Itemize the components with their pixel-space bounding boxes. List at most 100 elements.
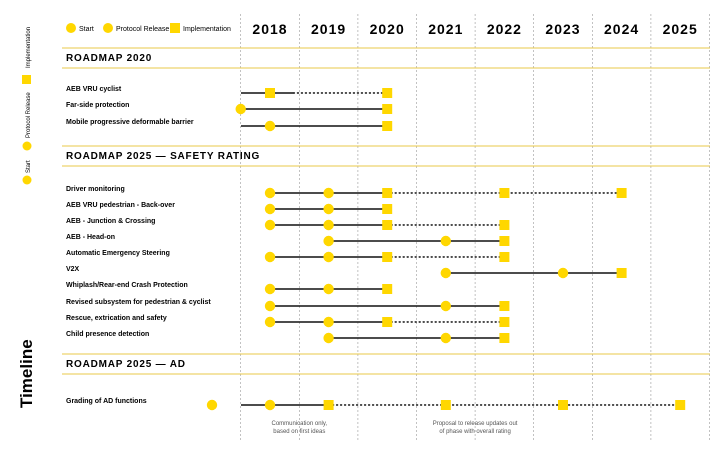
- implementation-marker: [616, 188, 627, 198]
- year-label-2024: 2024: [604, 21, 639, 37]
- implementation-marker: [616, 268, 627, 278]
- start-marker: [323, 187, 334, 199]
- start-marker: [557, 267, 569, 279]
- year-label-2019: 2019: [311, 21, 346, 37]
- start-marker: [235, 103, 246, 115]
- implementation-marker: [499, 236, 510, 246]
- start-marker: [264, 316, 276, 328]
- implementation-marker: [382, 121, 393, 131]
- row-label: AEB - Head-on: [66, 234, 115, 241]
- note-line: based on first ideas: [273, 429, 325, 435]
- start-marker: [323, 332, 334, 344]
- timeline-row: Driver monitoring: [66, 186, 627, 199]
- year-label-2018: 2018: [252, 21, 287, 37]
- row-label: Revised subsystem for pedestrian & cycli…: [66, 299, 211, 306]
- timeline-row: AEB VRU cyclist: [66, 86, 393, 98]
- timeline-row: Child presence detection: [66, 331, 510, 344]
- year-label-2025: 2025: [663, 21, 698, 37]
- section-1: ROADMAP 2020 AEB VRU cyclist Far-side prot…: [62, 47, 710, 132]
- year-labels: 2018 2019 2020 2021 2022 2023 2024 2025: [252, 21, 698, 37]
- row-label: Rescue, extrication and safety: [66, 315, 167, 322]
- legend-protocol-label: Protocol Release: [116, 26, 169, 33]
- note-line: Proposal to release updates out: [433, 421, 518, 427]
- implementation-marker: [499, 252, 510, 262]
- row-label: Driver monitoring: [66, 186, 125, 193]
- year-label-2022: 2022: [487, 21, 522, 37]
- implementation-marker: [382, 204, 393, 214]
- implementation-marker: [382, 188, 393, 198]
- legend-start-label: Start: [79, 26, 94, 33]
- implementation-marker: [265, 88, 275, 98]
- start-marker: [440, 267, 451, 279]
- implementation-marker: [440, 400, 451, 410]
- side-start-label: Start: [26, 160, 32, 173]
- start-marker: [264, 283, 276, 295]
- row-label: AEB VRU pedestrian - Back-over: [66, 202, 175, 209]
- row-label: Mobile progressive deformable barrier: [66, 119, 194, 126]
- timeline-row: Grading of AD functions: [66, 398, 686, 411]
- row-label: Whiplash/Rear-end Crash Protection: [66, 282, 188, 289]
- timeline-row: V2X: [66, 266, 627, 279]
- implementation-marker: [499, 188, 510, 198]
- start-marker: [264, 399, 276, 411]
- section-title: ROADMAP 2025 — AD: [66, 359, 186, 370]
- year-label-2020: 2020: [370, 21, 405, 37]
- section-title: ROADMAP 2020: [66, 53, 152, 64]
- implementation-marker: [382, 284, 393, 294]
- row-label: Automatic Emergency Steering: [66, 250, 170, 257]
- side-protocol-marker: [22, 141, 32, 151]
- timeline-title: Timeline: [17, 339, 36, 408]
- timeline-row: AEB - Junction & Crossing: [66, 218, 510, 231]
- legend-protocol-marker: [103, 23, 113, 33]
- implementation-marker: [499, 220, 510, 230]
- timeline-row: Revised subsystem for pedestrian & cycli…: [66, 299, 510, 312]
- start-marker: [264, 120, 276, 132]
- start-marker: [323, 283, 334, 295]
- timeline-row: AEB VRU pedestrian - Back-over: [66, 202, 393, 215]
- legend-implementation-label: Implementation: [183, 26, 231, 33]
- start-marker: [440, 332, 451, 344]
- year-label-2021: 2021: [428, 21, 463, 37]
- legend-start-marker: [66, 23, 76, 33]
- start-marker: [264, 203, 276, 215]
- implementation-marker: [382, 88, 393, 98]
- implementation-marker: [499, 333, 510, 343]
- note-line: Communication only,: [272, 421, 328, 427]
- year-grid: [240, 14, 710, 440]
- implementation-marker: [323, 400, 334, 410]
- row-label: V2X: [66, 266, 80, 273]
- timeline-row: AEB - Head-on: [66, 234, 510, 247]
- section-2: ROADMAP 2025 — SAFETY RATING Driver monit…: [62, 145, 710, 344]
- side-implementation-label: Implementation: [26, 27, 32, 68]
- row-label: Grading of AD functions: [66, 398, 147, 405]
- row-label: AEB - Junction & Crossing: [66, 218, 155, 225]
- timeline-row: Rescue, extrication and safety: [66, 315, 510, 328]
- implementation-marker: [499, 317, 510, 327]
- start-marker: [323, 316, 334, 328]
- year-label-2023: 2023: [545, 21, 580, 37]
- timeline-row: Mobile progressive deformable barrier: [66, 119, 393, 132]
- start-marker: [440, 235, 451, 247]
- section-3: ROADMAP 2025 — AD Grading of AD functions: [62, 353, 710, 411]
- side-legend: Implementation Protocol Release Start Timel…: [17, 27, 36, 408]
- row-label: Far-side protection: [66, 102, 129, 109]
- implementation-marker: [382, 104, 393, 114]
- implementation-marker: [382, 317, 393, 327]
- side-implementation-marker: [22, 75, 31, 84]
- side-start-marker: [22, 175, 32, 185]
- start-marker: [264, 251, 276, 263]
- row-label: AEB VRU cyclist: [66, 86, 122, 93]
- start-marker: [323, 203, 334, 215]
- implementation-marker: [675, 400, 686, 410]
- note-line: of phase with overall rating: [439, 429, 510, 435]
- top-legend: Start Protocol Release Implementation: [66, 23, 231, 33]
- start-marker: [206, 399, 218, 411]
- start-marker: [264, 187, 276, 199]
- start-marker: [440, 300, 451, 312]
- side-protocol-label: Protocol Release: [26, 92, 32, 138]
- start-marker: [323, 251, 334, 263]
- legend-implementation-marker: [170, 23, 180, 33]
- timeline-row: Far-side protection: [66, 102, 393, 115]
- timeline-row: Automatic Emergency Steering: [66, 250, 510, 263]
